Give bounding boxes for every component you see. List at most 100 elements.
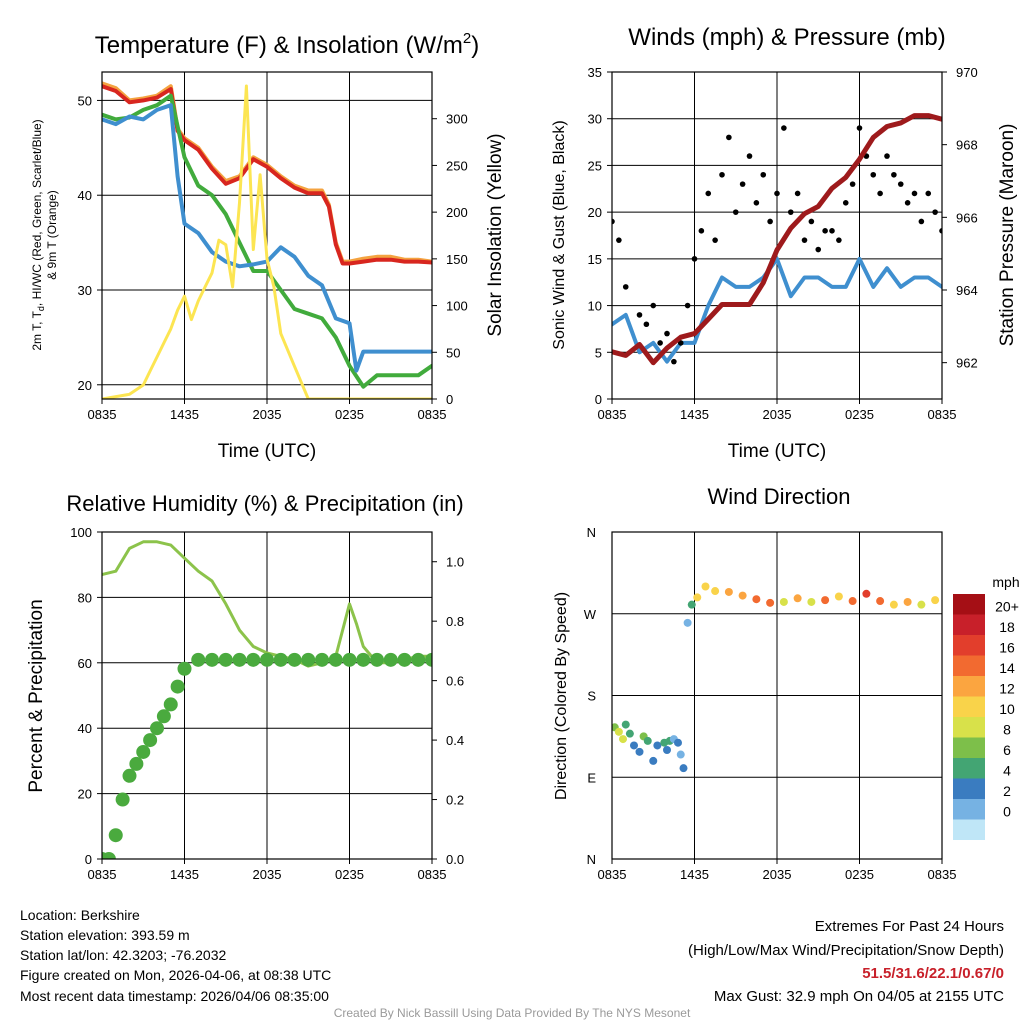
y-tick-label: 25: [588, 158, 602, 173]
direction-point: [701, 582, 710, 591]
x-tick-label: 0835: [418, 407, 447, 422]
direction-point: [635, 747, 644, 756]
y-tick-label: N: [587, 852, 596, 867]
gust-point: [612, 218, 615, 225]
y-tick-label: 20: [78, 378, 92, 393]
y-tick-label: 30: [588, 112, 602, 127]
plot-area-humidity: [102, 540, 432, 859]
direction-point: [876, 597, 885, 606]
legend-swatch: [953, 655, 985, 676]
precipitation-point: [287, 652, 302, 667]
legend-label: 0: [1003, 803, 1011, 819]
x-tick-label: 0235: [335, 407, 364, 422]
direction-point: [766, 598, 775, 607]
x-tick-label: 0835: [88, 407, 117, 422]
gust-point: [877, 190, 883, 197]
direction-point: [711, 587, 720, 596]
precipitation-point: [260, 652, 274, 667]
direction-point: [687, 600, 696, 609]
precipitation-point: [191, 652, 206, 667]
gust-point: [891, 171, 897, 178]
y-right-tick-label: 966: [956, 210, 978, 225]
gust-point: [650, 302, 657, 309]
sonic-wind-line: [612, 256, 942, 364]
gust-point: [801, 237, 808, 243]
gust-point: [753, 200, 760, 206]
precipitation-point: [246, 652, 261, 667]
legend-title: mph: [992, 574, 1019, 590]
precipitation-point: [170, 679, 185, 694]
elevation-text: Station elevation: 393.59 m: [20, 927, 190, 943]
direction-point: [683, 618, 692, 627]
plot-frame: [611, 531, 943, 860]
precipitation-point: [301, 652, 316, 667]
gust-point: [698, 228, 705, 234]
temperature-y-axis-title-line2: & 9m T (Orange): [45, 190, 59, 280]
gust-point: [836, 237, 842, 243]
x-tick-label: 0835: [88, 867, 117, 882]
precipitation-point: [425, 652, 432, 667]
x-tick-label: 2035: [253, 407, 282, 422]
y-tick-label: 40: [78, 188, 92, 203]
direction-point: [752, 595, 761, 604]
y-tick-label: 15: [588, 252, 602, 267]
precipitation-point: [342, 652, 357, 667]
gust-point: [925, 190, 932, 197]
y-tick-label: 0: [595, 392, 602, 407]
direction-point: [643, 736, 652, 745]
gust-point: [705, 190, 712, 197]
y-right-tick-label: 0.0: [446, 852, 464, 867]
direction-point: [663, 746, 671, 754]
x-tick-label: 0835: [928, 867, 957, 882]
y-right-tick-label: 0.8: [446, 614, 464, 629]
y-tick-label: 40: [78, 721, 92, 736]
legend-label: 8: [1003, 721, 1011, 737]
y-tick-label: N: [587, 525, 596, 540]
legend-label: 6: [1003, 742, 1011, 758]
td-line: [102, 93, 432, 389]
precipitation-point: [411, 652, 426, 667]
y-tick-label: 30: [78, 283, 92, 298]
y-tick-label: S: [587, 689, 596, 704]
y-right-tick-label: 200: [446, 205, 468, 220]
y-tick-label: 20: [78, 787, 92, 802]
gust-point: [636, 312, 643, 318]
direction-point: [630, 741, 638, 750]
legend-label: 10: [999, 701, 1015, 717]
temperature-y-right-axis-title: Solar Insolation (Yellow): [485, 133, 506, 336]
legend-label: 18: [999, 619, 1015, 635]
y-right-tick-label: 1.0: [446, 555, 464, 570]
gust-point: [849, 181, 856, 187]
direction-point: [693, 593, 702, 602]
gust-point: [712, 237, 718, 243]
precipitation-point: [122, 768, 137, 783]
legend-label: 20+: [995, 598, 1019, 614]
precipitation-point: [328, 652, 343, 667]
plot-frame: [101, 71, 433, 400]
legend-swatch: [953, 819, 985, 840]
y-tick-label: 20: [588, 205, 602, 220]
precipitation-point: [205, 652, 219, 667]
y-tick-label: 60: [78, 656, 92, 671]
y-tick-label: E: [587, 770, 596, 785]
location-text: Location: Berkshire: [20, 907, 140, 923]
y-tick-label: 35: [588, 65, 602, 80]
x-tick-label: 2035: [763, 867, 792, 882]
y-right-tick-label: 100: [446, 299, 468, 314]
direction-point: [621, 720, 630, 729]
y-right-tick-label: 0.4: [446, 733, 464, 748]
direction-point: [903, 597, 912, 606]
direction-point: [889, 600, 898, 609]
gust-point: [842, 200, 849, 206]
y-right-tick-label: 968: [956, 138, 978, 153]
gust-point: [781, 125, 787, 131]
precipitation-point: [383, 652, 398, 667]
y-right-tick-label: 0.6: [446, 674, 464, 689]
gust-point: [870, 171, 877, 178]
precipitation-point: [136, 744, 151, 759]
recent-data-text: Most recent data timestamp: 2026/04/06 0…: [20, 988, 329, 1004]
extremes-heading: Extremes For Past 24 Hours: [814, 918, 1004, 935]
y-tick-label: 0: [85, 852, 92, 867]
precipitation-point: [273, 652, 288, 667]
